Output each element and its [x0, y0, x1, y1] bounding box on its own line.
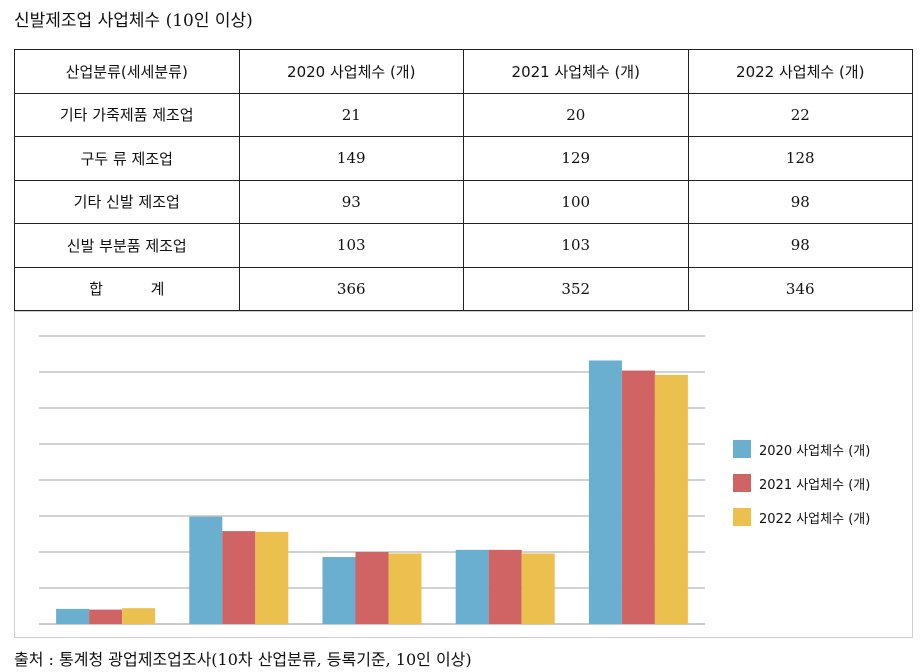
- bar: [355, 552, 389, 624]
- data-table: 산업분류(세세분류) 2020 사업체수 (개) 2021 사업체수 (개) 2…: [14, 49, 913, 311]
- row-label: 기타 신발 제조업: [14, 179, 240, 224]
- table-cell: 93: [238, 179, 464, 224]
- table-cell: 128: [687, 136, 913, 181]
- table-cell: 366: [238, 266, 464, 311]
- bar: [654, 374, 688, 624]
- page-title: 신발제조업 사업체수 (10인 이상): [14, 11, 253, 31]
- bar: [122, 608, 156, 624]
- table-cell: 100: [463, 179, 689, 224]
- header-category: 산업분류(세세분류): [14, 49, 240, 94]
- table-cell: 103: [238, 223, 464, 268]
- bar: [588, 360, 622, 624]
- bar: [255, 531, 289, 624]
- bar: [621, 370, 655, 624]
- bar: [189, 516, 223, 624]
- row-label: 신발 부분품 제조업: [14, 223, 240, 268]
- bar-chart: [39, 335, 705, 625]
- legend-label: 2021 사업체수 (개): [759, 477, 871, 493]
- table-header-row: 산업분류(세세분류) 2020 사업체수 (개) 2021 사업체수 (개) 2…: [14, 49, 913, 94]
- bar: [56, 608, 90, 624]
- row-label: 합 계: [14, 266, 240, 311]
- table-cell: 21: [238, 92, 464, 137]
- table-cell: 103: [463, 223, 689, 268]
- table-row-total: 합 계 366 352 346: [14, 266, 913, 311]
- legend-swatch: [733, 440, 751, 458]
- header-2022: 2022 사업체수 (개): [687, 49, 913, 94]
- header-2020: 2020 사업체수 (개): [238, 49, 464, 94]
- bar: [322, 557, 356, 624]
- table-cell: 22: [687, 92, 913, 137]
- table-cell: 98: [687, 179, 913, 224]
- row-label: 기타 가죽제품 제조업: [14, 92, 240, 137]
- legend-item: 2020 사업체수 (개): [733, 432, 870, 466]
- bar: [455, 549, 489, 624]
- bar: [222, 531, 256, 624]
- table-cell: 346: [687, 266, 913, 311]
- row-label: 구두 류 제조업: [14, 136, 240, 181]
- bar: [488, 549, 522, 624]
- table-cell: 20: [463, 92, 689, 137]
- bar: [388, 553, 422, 624]
- table-cell: 129: [463, 136, 689, 181]
- legend-item: 2021 사업체수 (개): [733, 466, 870, 500]
- legend-swatch: [733, 508, 751, 526]
- table-row: 기타 신발 제조업 93 100 98: [14, 179, 913, 224]
- chart-area: 2020 사업체수 (개) 2021 사업체수 (개) 2022 사업체수 (개): [14, 311, 913, 638]
- table-cell: 98: [687, 223, 913, 268]
- bar: [521, 553, 555, 624]
- bar: [89, 609, 123, 624]
- table-row: 신발 부분품 제조업 103 103 98: [14, 223, 913, 268]
- legend-swatch: [733, 474, 751, 492]
- table-cell: 352: [463, 266, 689, 311]
- table-row: 구두 류 제조업 149 129 128: [14, 136, 913, 181]
- header-2021: 2021 사업체수 (개): [463, 49, 689, 94]
- legend-label: 2020 사업체수 (개): [759, 443, 871, 459]
- table-cell: 149: [238, 136, 464, 181]
- chart-legend: 2020 사업체수 (개) 2021 사업체수 (개) 2022 사업체수 (개): [733, 432, 870, 534]
- legend-item: 2022 사업체수 (개): [733, 500, 870, 534]
- source-note: 출처 : 통계청 광업제조업조사(10차 산업분류, 등록기준, 10인 이상): [14, 650, 472, 669]
- table-row: 기타 가죽제품 제조업 21 20 22: [14, 92, 913, 137]
- legend-label: 2022 사업체수 (개): [759, 511, 871, 527]
